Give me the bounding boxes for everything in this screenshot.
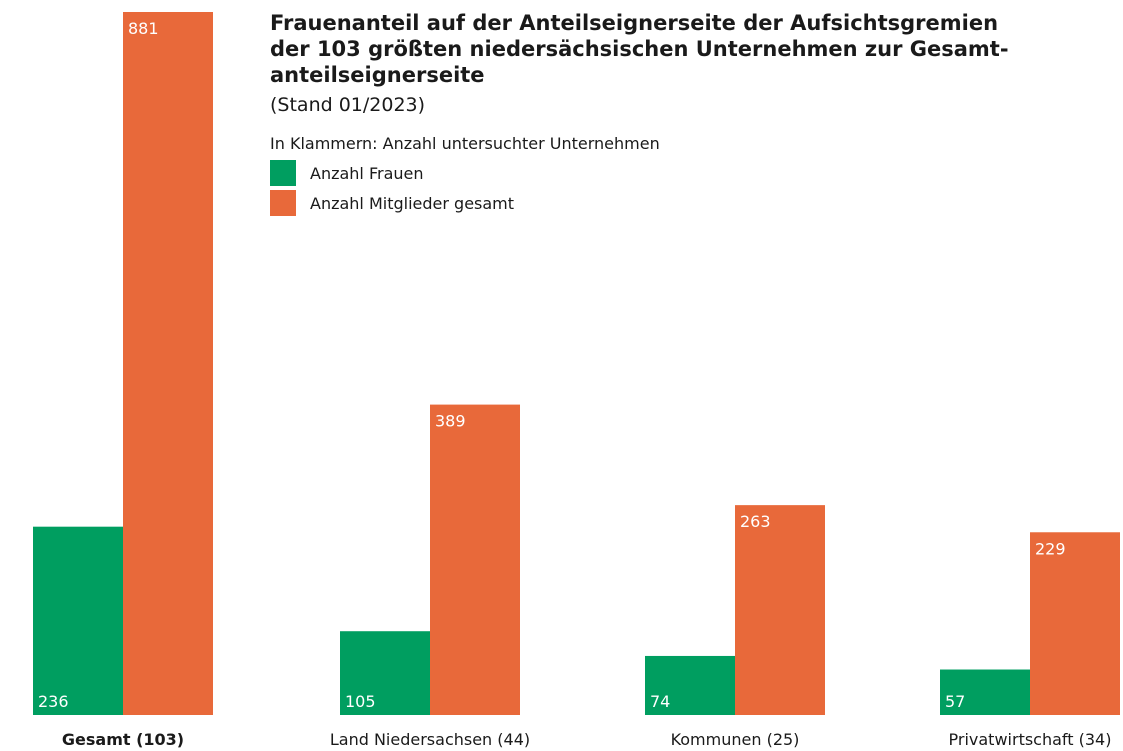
value-label: 263 <box>740 512 771 531</box>
bar <box>123 12 213 715</box>
bar <box>1030 532 1120 715</box>
x-tick-label: Kommunen (25) <box>671 730 800 749</box>
value-label: 74 <box>650 692 670 711</box>
value-label: 881 <box>128 19 159 38</box>
chart: (Stand 01/2023) In Klammern: Anzahl unte… <box>0 0 1123 751</box>
value-label: 229 <box>1035 539 1066 558</box>
x-tick-label: Gesamt (103) <box>62 730 184 749</box>
chart-title: anteilseignerseite <box>270 63 485 87</box>
bar <box>430 405 520 715</box>
legend-swatch <box>270 190 296 216</box>
legend-label: Anzahl Mitglieder gesamt <box>310 194 514 213</box>
bar <box>33 527 123 715</box>
chart-title: der 103 größten niedersächsischen Untern… <box>270 37 1009 61</box>
x-tick-label: Land Niedersachsen (44) <box>330 730 530 749</box>
value-label: 57 <box>945 692 965 711</box>
bar <box>735 505 825 715</box>
chart-subtitle: (Stand 01/2023) <box>270 94 425 116</box>
legend-label: Anzahl Frauen <box>310 164 424 183</box>
chart-note: In Klammern: Anzahl untersuchter Unterne… <box>270 134 660 153</box>
value-label: 236 <box>38 692 69 711</box>
chart-title: Frauenanteil auf der Anteilseignerseite … <box>270 11 998 35</box>
legend-swatch <box>270 160 296 186</box>
value-label: 389 <box>435 412 466 431</box>
x-tick-label: Privatwirtschaft (34) <box>949 730 1112 749</box>
value-label: 105 <box>345 692 376 711</box>
